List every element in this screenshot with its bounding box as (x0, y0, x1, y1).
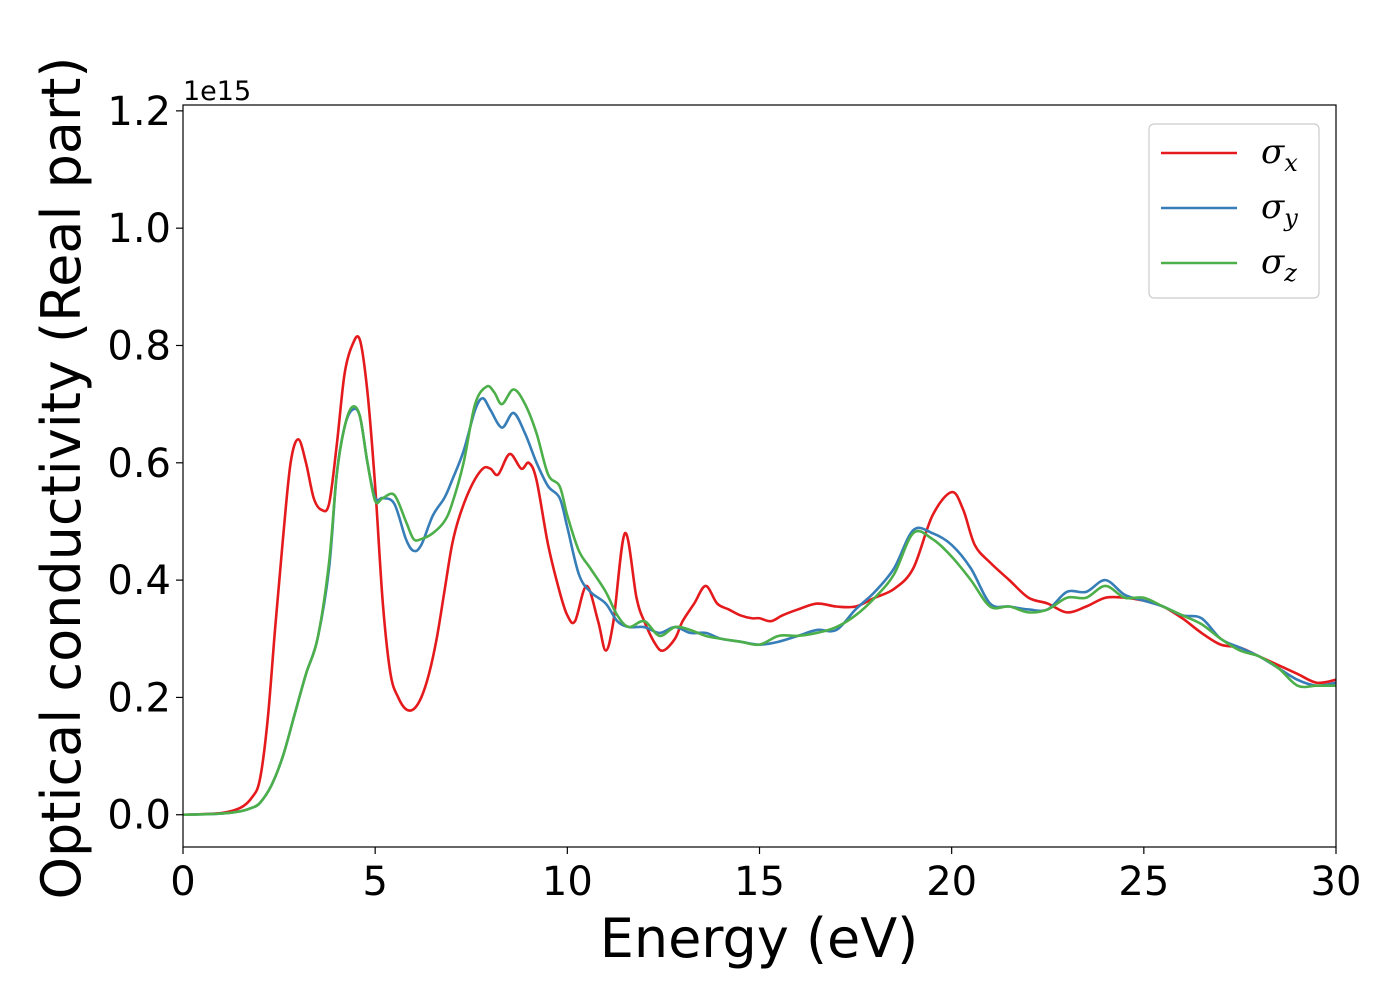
y-tick-label: 0.8 (107, 323, 171, 369)
y-axis-offset-label: 1e15 (183, 76, 251, 107)
legend-label-y: σy (1261, 187, 1298, 232)
legend-label-x: σx (1261, 132, 1298, 177)
y-tick-label: 1.2 (107, 89, 171, 135)
y-tick-label: 0.6 (107, 441, 171, 487)
x-tick-label: 20 (926, 859, 977, 905)
y-tick-label: 0.2 (107, 675, 171, 721)
y-tick-label: 0.4 (107, 558, 171, 604)
series-line-z (183, 384, 1336, 817)
series-line-y (183, 396, 1336, 817)
y-tick-label: 1.0 (107, 206, 171, 252)
x-tick-label: 0 (170, 859, 195, 905)
legend: σx σy σz (1148, 123, 1320, 299)
x-tick-label: 30 (1311, 859, 1362, 905)
legend-frame (1148, 123, 1320, 299)
x-tick-label: 10 (542, 859, 593, 905)
y-axis-title: Optical conductivity (Real part) (30, 57, 93, 900)
series-lines (183, 335, 1336, 817)
x-tick-label: 25 (1118, 859, 1169, 905)
legend-label-z: σz (1261, 242, 1297, 287)
x-axis-title: Energy (eV) (600, 907, 919, 970)
x-tick-label: 15 (734, 859, 785, 905)
axis-ticks: 0 5 10 15 20 25 30 0.0 0.2 0.4 0.6 0.8 1.0 1.2 (107, 89, 1361, 905)
series-line-x (183, 335, 1336, 817)
y-tick-label: 0.0 (107, 793, 171, 839)
x-tick-label: 5 (362, 859, 387, 905)
